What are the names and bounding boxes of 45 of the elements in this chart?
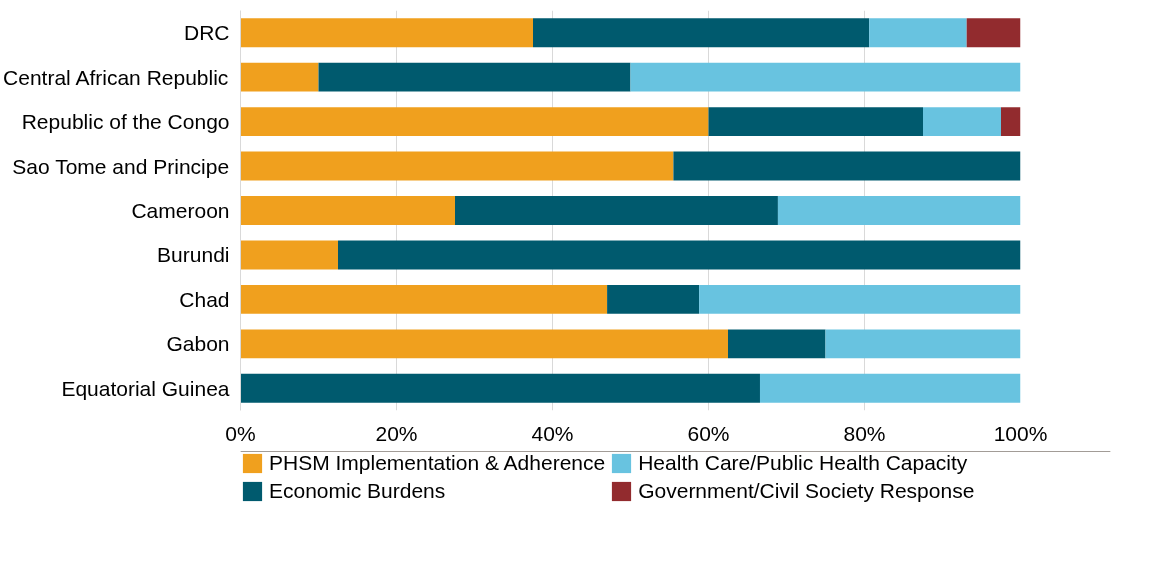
x-tick-label: 100% xyxy=(993,421,1048,445)
x-tick-label: 20% xyxy=(375,421,418,445)
legend-label: Economic Burdens xyxy=(269,479,446,503)
bar xyxy=(533,18,870,48)
bar xyxy=(759,373,1021,403)
bar xyxy=(240,329,728,359)
bar xyxy=(728,329,826,359)
bar xyxy=(240,196,455,225)
y-tick-label: Chad xyxy=(179,287,230,311)
bar xyxy=(607,284,700,314)
bar xyxy=(1001,107,1021,137)
bar xyxy=(240,373,760,403)
bar xyxy=(673,151,1021,181)
bar xyxy=(240,62,319,92)
bar xyxy=(240,151,674,181)
y-tick-label: Cameroon xyxy=(131,199,230,222)
bar xyxy=(869,18,967,48)
bar xyxy=(455,196,778,225)
y-tick-label: Gabon xyxy=(166,332,230,356)
x-tick-label: 80% xyxy=(843,421,886,445)
x-tick-label: 0% xyxy=(225,421,256,445)
x-tick-label: 40% xyxy=(531,421,574,445)
y-tick-label: Sao Tome and Principe xyxy=(12,154,230,178)
bar xyxy=(240,18,533,48)
y-tick-label: Central African Republic xyxy=(3,65,229,89)
x-tick-label: 60% xyxy=(687,421,730,445)
bar xyxy=(240,107,709,137)
bar xyxy=(240,284,608,314)
legend-label: Government/Civil Society Response xyxy=(638,479,975,503)
bar xyxy=(825,329,1021,359)
bar xyxy=(630,62,1021,92)
bar xyxy=(699,284,1021,314)
y-tick-label: DRC xyxy=(184,21,230,45)
bar xyxy=(777,196,1021,225)
bar xyxy=(966,18,1021,48)
y-tick-label: Burundi xyxy=(157,243,230,267)
y-tick-label: Equatorial Guinea xyxy=(61,376,230,400)
bar xyxy=(318,62,631,92)
legend-label: PHSM Implementation & Adherence xyxy=(269,451,606,475)
bar xyxy=(240,240,338,270)
bar xyxy=(708,107,923,137)
bar xyxy=(338,240,1021,270)
y-tick-label: Republic of the Congo xyxy=(21,110,230,134)
legend-label: Health Care/Public Health Capacity xyxy=(638,451,968,475)
bar xyxy=(923,107,1001,137)
